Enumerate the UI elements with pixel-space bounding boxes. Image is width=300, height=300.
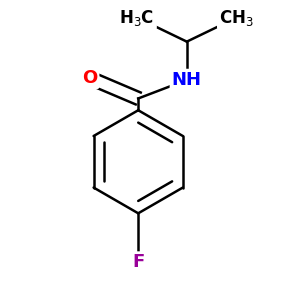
Text: H$_3$C: H$_3$C [119, 8, 154, 28]
Text: O: O [82, 69, 97, 87]
Text: NH: NH [172, 71, 202, 89]
Text: F: F [132, 254, 144, 272]
Text: CH$_3$: CH$_3$ [220, 8, 254, 28]
